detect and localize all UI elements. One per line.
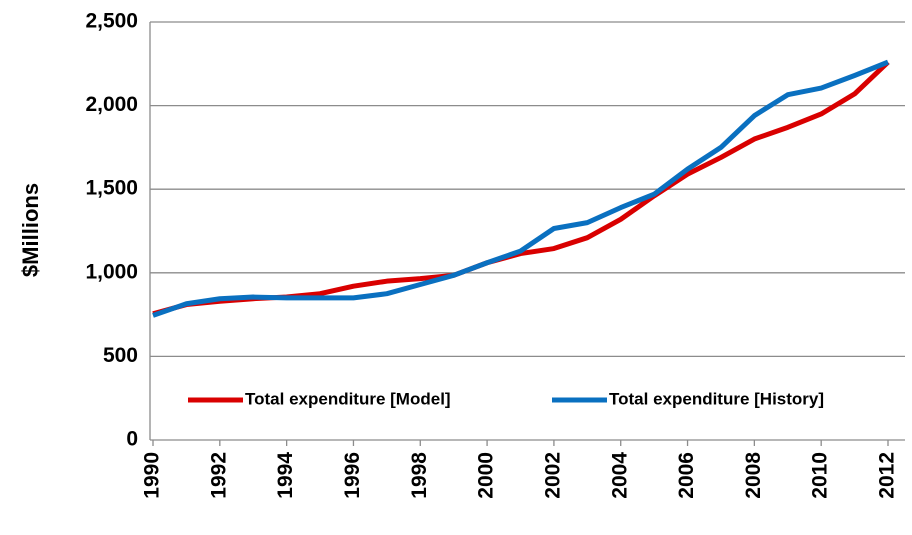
x-tick-label: 1994 bbox=[274, 452, 297, 499]
x-tick-label: 2002 bbox=[541, 452, 564, 499]
x-tick-label: 2010 bbox=[809, 452, 832, 499]
line bbox=[152, 59, 889, 318]
x-tick-label: 1990 bbox=[141, 452, 164, 499]
x-tick-label: 2006 bbox=[675, 452, 698, 499]
y-tick-label: 2,500 bbox=[85, 10, 138, 33]
y-tick-label: 1,500 bbox=[85, 177, 138, 200]
y-tick-label: 0 bbox=[126, 428, 138, 451]
x-tick-label: 1992 bbox=[207, 452, 230, 499]
x-tick-label: 2012 bbox=[876, 452, 899, 499]
x-tick-label: 2000 bbox=[475, 452, 498, 499]
legend-label: Total expenditure [Model] bbox=[245, 389, 451, 408]
y-axis-label: $Millions bbox=[18, 183, 43, 277]
x-tick-label: 2008 bbox=[742, 452, 765, 499]
y-tick-label: 1,000 bbox=[85, 260, 138, 283]
x-tick-label: 1998 bbox=[408, 452, 431, 499]
x-tick-label: 1996 bbox=[341, 452, 364, 499]
x-tick-label: 2004 bbox=[608, 452, 631, 499]
y-tick-label: 500 bbox=[103, 344, 138, 367]
y-tick-label: 2,000 bbox=[85, 93, 138, 116]
legend-label: Total expenditure [History] bbox=[609, 389, 824, 408]
